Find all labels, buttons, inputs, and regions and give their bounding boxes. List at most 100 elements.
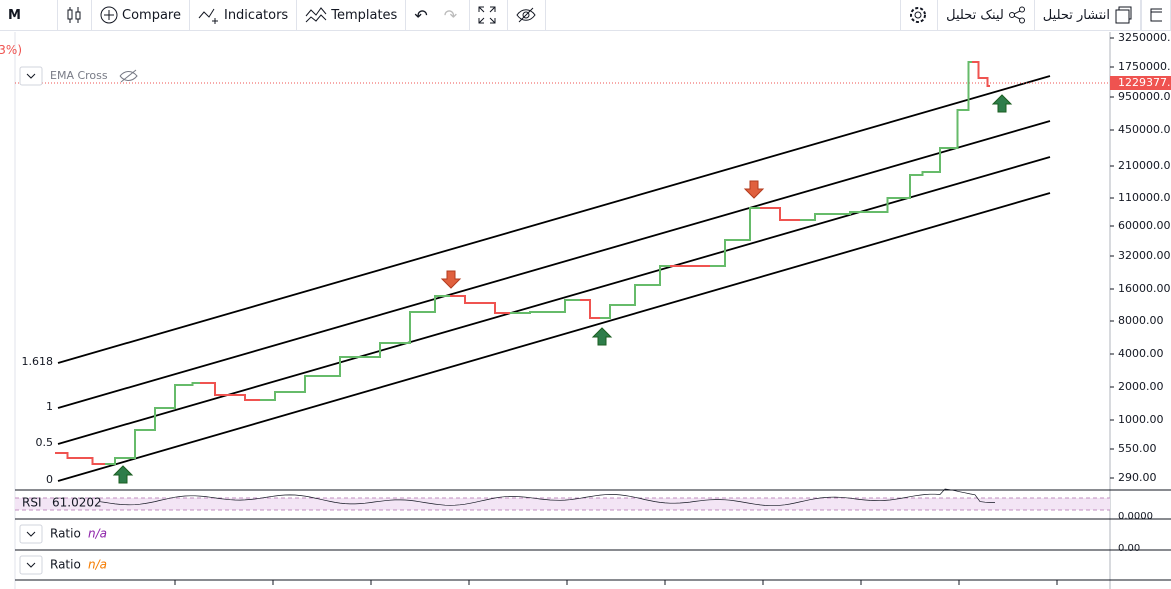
fib-line (57, 156, 1051, 445)
collapse-button (19, 66, 43, 86)
icon (910, 7, 927, 23)
compare-button[interactable]: Compare (92, 0, 190, 30)
price-label: 3250000.00 (1118, 31, 1171, 44)
chart-area: 3250000.00 1750000.00 950000.00 450000.00 21… (0, 31, 1171, 589)
label: انتشار تحلیل (1042, 7, 1110, 23)
label: لینک تحلیل (946, 7, 1004, 23)
icon (478, 6, 496, 24)
buy-arrow (591, 327, 613, 346)
buy-arrow (991, 94, 1013, 113)
buy-arrow (112, 465, 134, 484)
study-name: EMA Cross (50, 69, 108, 82)
menu-button[interactable] (1141, 0, 1171, 30)
chevron (26, 73, 36, 79)
undo-redo[interactable]: ↶ ↷ (406, 0, 471, 30)
fib-label: 1.618 (22, 355, 54, 368)
redo[interactable]: ↷ (443, 5, 458, 25)
price-line (145, 407, 165, 431)
rsi-band (15, 498, 1110, 510)
chevron (26, 531, 36, 537)
price-line (965, 61, 972, 111)
price-label: 290.00 (1118, 471, 1157, 484)
price-line (550, 299, 580, 313)
price-line (480, 302, 510, 314)
price-label: 4000.00 (1118, 347, 1164, 360)
publish-button[interactable]: انتشار تحلیل (1035, 0, 1141, 30)
price-line (650, 265, 670, 286)
price-label: 210000.00 (1118, 159, 1171, 172)
fib-line (57, 120, 1051, 409)
price-line (320, 356, 360, 377)
toolbar: M Compare Indicators Templates ↶ ↷ لینک ت… (0, 0, 1171, 31)
fib-line (57, 75, 1051, 364)
price-line (55, 452, 80, 459)
price-line (870, 197, 905, 213)
hidden-icon (119, 69, 138, 83)
price-line (125, 429, 145, 459)
price-line (80, 457, 105, 465)
price-line (185, 382, 200, 386)
price-line (985, 77, 990, 87)
pane-axis-label: 0.00 (1118, 543, 1140, 554)
price-line (290, 375, 320, 393)
collapse-button (19, 524, 43, 544)
icon (198, 8, 218, 24)
last-price-tag (1110, 76, 1171, 90)
rsi-line (99, 488, 995, 507)
price-label: 8000.00 (1118, 314, 1164, 327)
price-line (450, 295, 480, 304)
chart-type-button[interactable] (58, 0, 92, 30)
interval-button[interactable]: M (0, 0, 58, 30)
last-price: 1229377.18 (1118, 76, 1171, 89)
price-line (830, 211, 870, 215)
fullscreen-button[interactable] (470, 0, 509, 30)
indicators-button[interactable]: Indicators (190, 0, 298, 30)
price-line (710, 239, 740, 267)
price-line (620, 284, 650, 306)
legend-row: کل بورس·1MO1241485.34H1241485.34L1168097… (0, 43, 22, 58)
label: Templates (331, 7, 398, 23)
price-label: 950000.00 (1118, 90, 1171, 103)
icon (1150, 8, 1162, 22)
pane-name: RSI (22, 496, 42, 510)
link-button[interactable]: لینک تحلیل (938, 0, 1035, 30)
chevron (26, 562, 36, 568)
price-line (360, 342, 400, 358)
templates-button[interactable]: Templates (297, 0, 407, 30)
price-line (972, 61, 985, 79)
pane-value: n/a (88, 527, 107, 541)
pane-value: n/a (88, 558, 107, 572)
price-line (950, 109, 965, 149)
price-label: 110000.00 (1118, 191, 1171, 204)
collapse-button (19, 555, 43, 575)
price-label: 60000.00 (1118, 219, 1171, 232)
fib-line (57, 192, 1051, 482)
price-line (915, 171, 930, 176)
pane-axis-label: 0.0000 (1118, 511, 1153, 522)
price-line (165, 384, 185, 409)
hide-button[interactable] (508, 0, 547, 30)
price-label: 2000.00 (1118, 380, 1164, 393)
icon (100, 6, 118, 24)
price-line (200, 382, 230, 396)
undo[interactable]: ↶ (414, 5, 428, 25)
price-label: 16000.00 (1118, 282, 1171, 295)
price-line (420, 295, 450, 313)
price-line (740, 207, 760, 241)
pane-value: 61.0202 (52, 496, 102, 510)
icon (67, 7, 81, 23)
icon (305, 7, 327, 23)
price-line (580, 299, 600, 319)
price-label: 550.00 (1118, 442, 1157, 455)
price-line (760, 207, 800, 221)
price-line (930, 147, 950, 173)
settings-button[interactable] (900, 0, 939, 30)
price-line (600, 304, 620, 319)
fib-label: 0.5 (36, 436, 54, 449)
sell-arrow (743, 180, 765, 199)
icon (1115, 6, 1132, 24)
interval: M (8, 7, 21, 23)
price-line (800, 213, 830, 221)
icon (516, 7, 536, 23)
